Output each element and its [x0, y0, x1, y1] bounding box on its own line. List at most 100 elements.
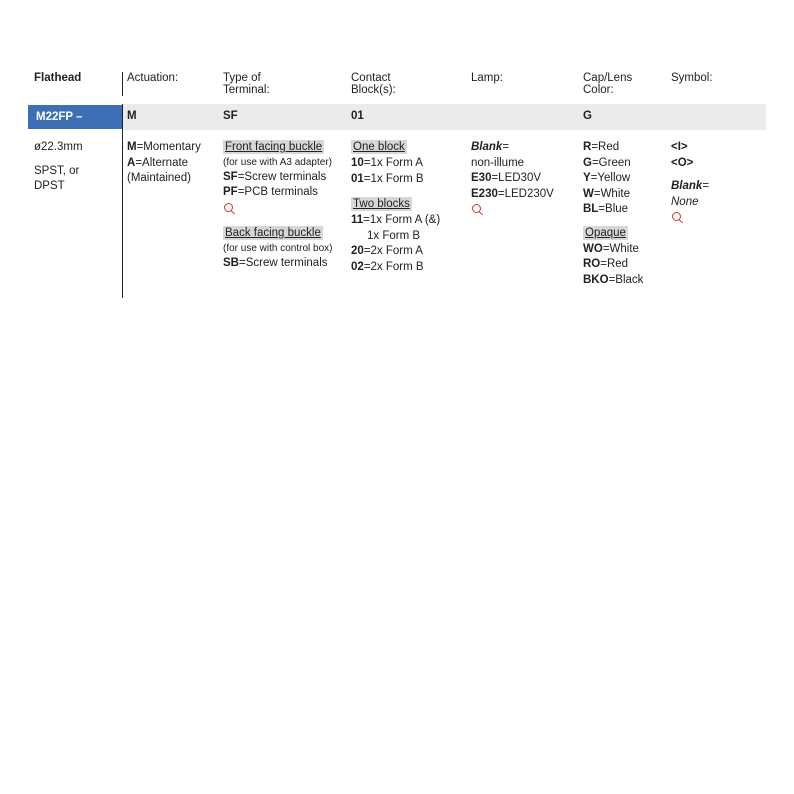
flathead-l2: SPST, or [34, 164, 118, 180]
symbol-mag[interactable] [671, 210, 733, 226]
contact-01: 01=1x Form B [351, 172, 463, 188]
color-wo: WO=White [583, 242, 663, 258]
symbol-blank-l2: None [671, 195, 733, 211]
color-w-code: W [583, 188, 594, 200]
header-terminal-l1: Type of [223, 72, 261, 84]
terminal-sb-code: SB [223, 257, 239, 269]
color-g-code: G [583, 157, 592, 169]
symbol-blank-code: Blank [671, 180, 702, 192]
options-color: R=Red G=Green Y=Yellow W=White BL=Blue O… [579, 130, 667, 298]
contact-20-eq: =2x Form A [364, 245, 423, 257]
example-terminal: SF [219, 104, 347, 128]
contact-two-group: Two blocks 11=1x Form A (&) 1x Form B 20… [351, 197, 463, 275]
contact-10-code: 10 [351, 157, 364, 169]
contact-01-eq: =1x Form B [364, 173, 424, 185]
contact-one-title: One block [351, 140, 407, 154]
color-bl-code: BL [583, 203, 598, 215]
example-row: M22FP – M SF 01 G [28, 104, 766, 130]
terminal-pf: PF=PCB terminals [223, 185, 343, 201]
contact-10-eq: =1x Form A [364, 157, 423, 169]
color-bko: BKO=Black [583, 273, 663, 289]
terminal-pf-eq: =PCB terminals [238, 186, 318, 198]
color-ro-eq: =Red [600, 258, 628, 270]
actuation-m: M=Momentary [127, 140, 215, 156]
color-bl: BL=Blue [583, 202, 663, 218]
terminal-back-group: Back facing buckle (for use with control… [223, 226, 343, 271]
options-contact: One block 10=1x Form A 01=1x Form B Two … [347, 130, 467, 285]
actuation-a: A=Alternate [127, 156, 215, 172]
terminal-back-sub: (for use with control box) [223, 242, 343, 256]
actuation-m-eq: =Momentary [137, 141, 201, 153]
header-contact-l1: Contact [351, 72, 391, 84]
color-y-eq: =Yellow [591, 172, 631, 184]
magnifier-icon [471, 203, 483, 215]
lamp-e230-code: E230 [471, 188, 498, 200]
lamp-e230-eq: =LED230V [498, 188, 554, 200]
actuation-a-eq: =Alternate [135, 157, 188, 169]
header-contact-l2: Block(s): [351, 84, 396, 96]
color-ro: RO=Red [583, 257, 663, 273]
flathead-l1: ø22.3mm [34, 140, 118, 156]
header-flathead: Flathead [28, 72, 122, 84]
color-wo-eq: =White [603, 243, 639, 255]
options-terminal: Front facing buckle (for use with A3 ada… [219, 130, 347, 281]
terminal-sf-code: SF [223, 171, 238, 183]
header-color: Cap/Lens Color: [579, 72, 667, 96]
contact-10: 10=1x Form A [351, 156, 463, 172]
symbol-i: <I> [671, 140, 733, 156]
terminal-front-mag[interactable] [223, 201, 343, 217]
terminal-sf: SF=Screw terminals [223, 170, 343, 186]
color-w: W=White [583, 187, 663, 203]
color-g: G=Green [583, 156, 663, 172]
lamp-mag[interactable] [471, 202, 575, 218]
contact-one-group: One block 10=1x Form A 01=1x Form B [351, 140, 463, 187]
header-row: Flathead Actuation: Type of Terminal: Co… [28, 62, 766, 104]
lamp-e30-eq: =LED30V [491, 172, 541, 184]
header-lamp: Lamp: [467, 72, 579, 84]
header-symbol: Symbol: [667, 72, 737, 84]
magnifier-icon [223, 202, 235, 214]
contact-20: 20=2x Form A [351, 244, 463, 260]
options-actuation: M=Momentary A=Alternate (Maintained) [123, 130, 219, 187]
header-contact: Contact Block(s): [347, 72, 467, 96]
contact-01-code: 01 [351, 173, 364, 185]
color-y-code: Y [583, 172, 591, 184]
color-bl-eq: =Blue [598, 203, 628, 215]
example-color: G [579, 104, 667, 128]
terminal-sb: SB=Screw terminals [223, 256, 343, 272]
color-bko-eq: =Black [609, 274, 644, 286]
example-partno: M22FP – [28, 104, 122, 130]
header-color-l2: Color: [583, 84, 614, 96]
lamp-e30: E30=LED30V [471, 171, 575, 187]
contact-two-title: Two blocks [351, 197, 412, 211]
options-flathead: ø22.3mm SPST, or DPST [28, 130, 122, 195]
lamp-blank-code: Blank [471, 141, 502, 153]
color-wo-code: WO [583, 243, 603, 255]
lamp-e30-code: E30 [471, 172, 491, 184]
terminal-front-title: Front facing buckle [223, 140, 324, 154]
flathead-l3: DPST [34, 179, 118, 195]
symbol-o: <O> [671, 156, 733, 172]
contact-02-eq: =2x Form B [364, 261, 424, 273]
example-actuation: M [123, 104, 219, 128]
header-terminal: Type of Terminal: [219, 72, 347, 96]
lamp-blank-eq: = [502, 141, 509, 153]
terminal-sf-eq: =Screw terminals [238, 171, 327, 183]
example-lamp [467, 104, 579, 116]
actuation-a-sub: (Maintained) [127, 171, 215, 187]
example-partno-cell: M22FP – [28, 104, 122, 130]
contact-20-code: 20 [351, 245, 364, 257]
terminal-front-group: Front facing buckle (for use with A3 ada… [223, 140, 343, 216]
contact-02-code: 02 [351, 261, 364, 273]
lamp-blank: Blank= [471, 140, 575, 156]
color-y: Y=Yellow [583, 171, 663, 187]
terminal-back-title: Back facing buckle [223, 226, 323, 240]
header-color-l1: Cap/Lens [583, 72, 632, 84]
example-contact: 01 [347, 104, 467, 128]
color-r: R=Red [583, 140, 663, 156]
options-symbol: <I> <O> Blank= None [667, 130, 737, 226]
contact-02: 02=2x Form B [351, 260, 463, 276]
actuation-m-code: M [127, 141, 137, 153]
contact-11: 11=1x Form A (&) [351, 213, 463, 229]
header-actuation: Actuation: [123, 72, 219, 84]
